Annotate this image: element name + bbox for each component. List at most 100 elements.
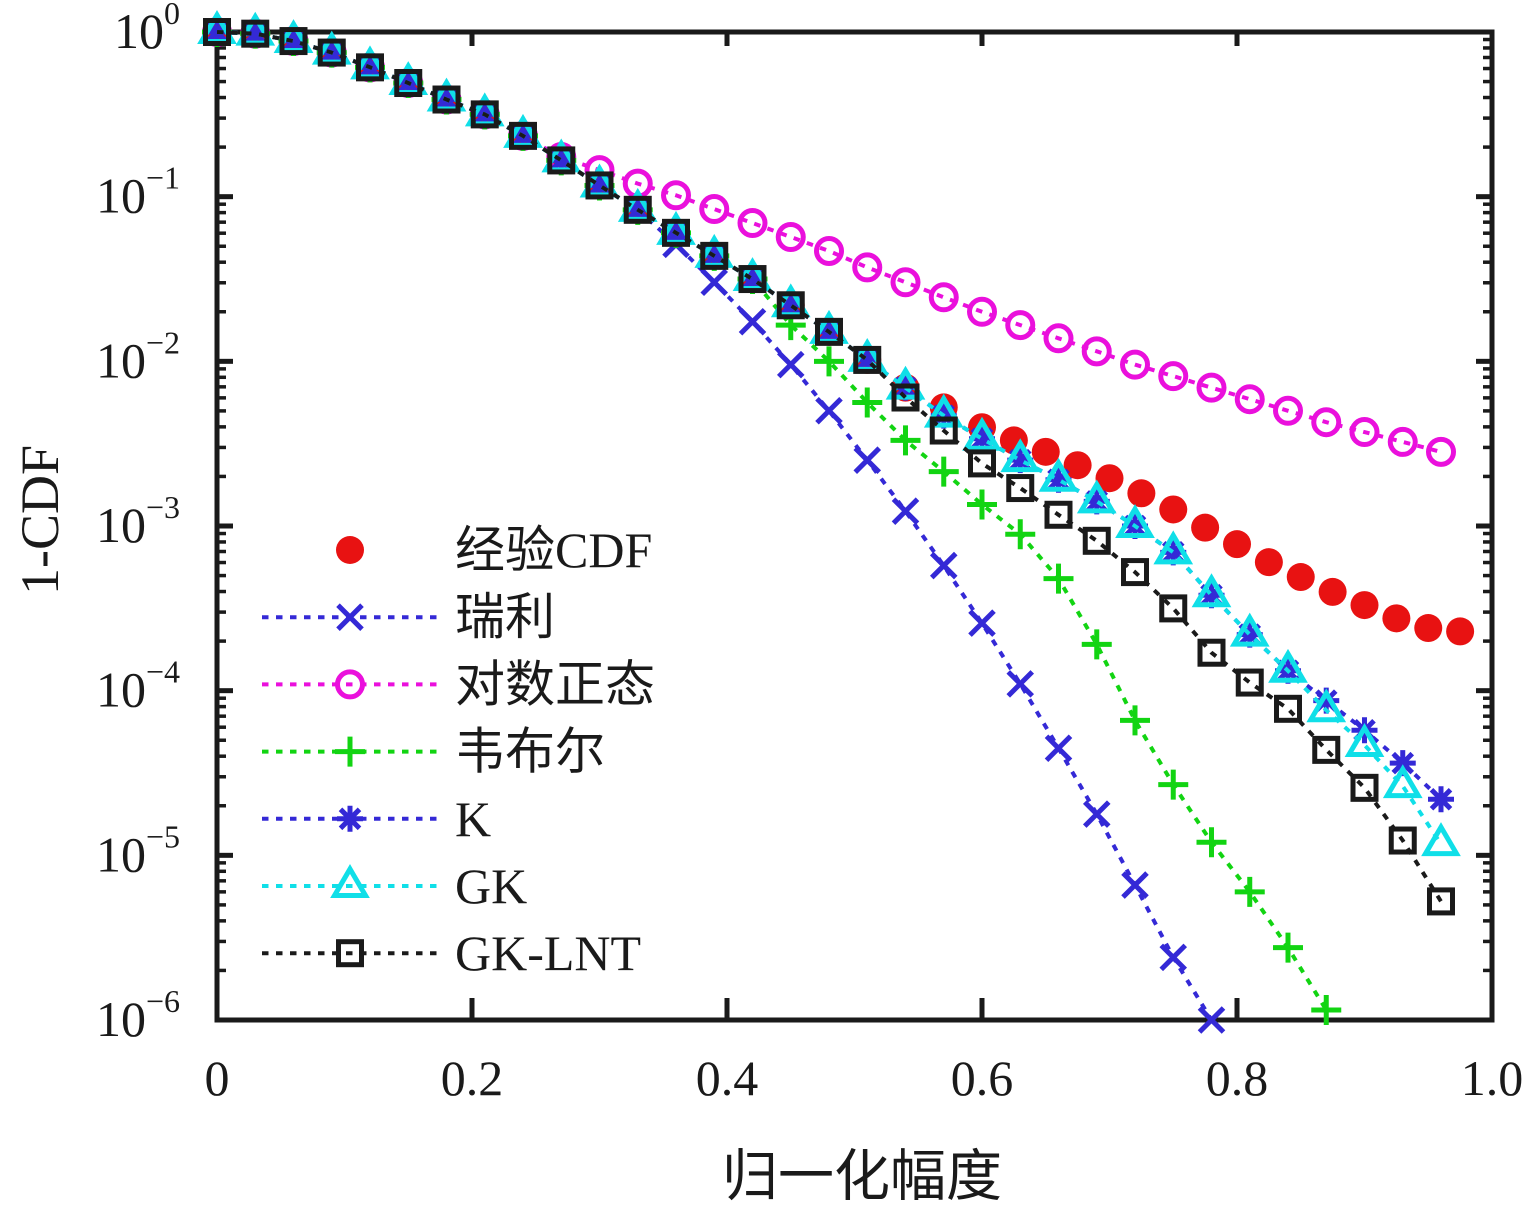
marker-x xyxy=(1082,800,1111,828)
x-tick-label: 1.0 xyxy=(1461,1050,1524,1106)
x-axis-ticks: 0 0.2 0.4 0.6 0.8 1.0 xyxy=(205,32,1524,1106)
series-lognormal xyxy=(202,17,1456,467)
y-tick-label: 10−3 xyxy=(96,489,180,553)
marker-asterisk xyxy=(1045,466,1072,493)
marker-open-square xyxy=(1350,773,1379,802)
marker-open-circle xyxy=(967,296,997,327)
marker-open-square xyxy=(662,218,690,247)
y-tick-label: 10−1 xyxy=(96,160,180,224)
marker-asterisk xyxy=(739,266,766,293)
marker-open-square xyxy=(547,146,576,175)
marker-open-square xyxy=(203,18,231,46)
marker-open-square xyxy=(1121,558,1149,587)
series-line-gk xyxy=(216,30,1443,846)
series-gk-lnt xyxy=(203,18,1455,916)
legend-item-gk-lnt: GK-LNT xyxy=(262,925,641,981)
y-tick-label: 10−6 xyxy=(96,983,180,1047)
marker-filled-circle xyxy=(1095,464,1124,493)
marker-open-triangle xyxy=(1306,688,1347,723)
marker-open-circle xyxy=(1426,436,1456,467)
marker-plus xyxy=(852,387,883,418)
marker-open-square xyxy=(853,345,882,374)
y-axis-title: 1-CDF xyxy=(10,444,70,596)
plot-border xyxy=(214,29,1495,1023)
marker-x xyxy=(1121,871,1149,899)
marker-filled-circle xyxy=(1223,530,1251,559)
legend-label-weibull: 韦布尔 xyxy=(455,724,605,780)
marker-x xyxy=(853,446,882,474)
marker-plus xyxy=(335,736,365,767)
marker-x xyxy=(929,551,958,580)
marker-filled-circle xyxy=(1063,451,1092,480)
marker-plus xyxy=(1311,995,1342,1026)
marker-asterisk xyxy=(1007,447,1034,474)
marker-plus xyxy=(890,425,921,456)
marker-open-square xyxy=(1235,668,1264,697)
legend-label-rayleigh: 瑞利 xyxy=(455,589,555,645)
marker-open-circle xyxy=(1311,407,1342,438)
marker-open-square xyxy=(1388,826,1417,855)
marker-filled-circle xyxy=(1286,563,1315,592)
marker-open-square xyxy=(968,449,996,478)
marker-open-square xyxy=(317,38,346,67)
legend-item-weibull: 韦布尔 xyxy=(262,724,605,780)
marker-open-circle xyxy=(890,267,921,298)
legend-item-rayleigh: 瑞利 xyxy=(262,589,555,645)
marker-open-square xyxy=(1082,526,1111,555)
marker-open-circle xyxy=(775,221,806,252)
marker-open-circle xyxy=(1196,372,1227,403)
marker-plus xyxy=(1043,563,1074,594)
y-tick-label: 10−5 xyxy=(96,818,180,882)
marker-open-circle xyxy=(1234,384,1265,415)
marker-plus xyxy=(1158,769,1189,800)
marker-asterisk xyxy=(586,172,613,199)
marker-x xyxy=(968,609,996,637)
x-tick-label: 0.6 xyxy=(951,1050,1014,1106)
marker-plus xyxy=(1196,827,1227,858)
marker-open-circle xyxy=(737,207,768,238)
legend-label-empirical-cdf: 经验CDF xyxy=(455,522,652,578)
marker-filled-circle xyxy=(336,536,364,564)
marker-asterisk xyxy=(1428,786,1454,813)
marker-open-triangle xyxy=(1191,573,1232,608)
series-line-weibull xyxy=(216,30,1329,1012)
marker-filled-circle xyxy=(1350,591,1379,620)
series-line-k-distribution xyxy=(216,30,1443,801)
marker-open-square xyxy=(241,19,270,48)
marker-filled-circle xyxy=(1254,548,1283,577)
series-k-distribution xyxy=(204,19,1454,813)
marker-plus xyxy=(1273,932,1303,963)
marker-open-square xyxy=(509,121,537,150)
marker-plus xyxy=(814,346,844,377)
marker-open-triangle xyxy=(1421,822,1461,857)
marker-open-square xyxy=(929,416,958,445)
marker-open-circle xyxy=(1043,323,1074,354)
y-tick-label: 10−4 xyxy=(96,654,180,718)
x-tick-label: 0.4 xyxy=(696,1050,759,1106)
marker-open-circle xyxy=(1158,361,1189,392)
marker-x xyxy=(700,268,729,297)
marker-open-triangle xyxy=(1268,648,1308,683)
marker-open-circle xyxy=(852,252,883,283)
legend-label-gk-lnt: GK-LNT xyxy=(455,925,641,981)
marker-open-circle xyxy=(699,194,730,225)
marker-open-circle xyxy=(814,235,844,266)
series-gk xyxy=(197,10,1461,857)
marker-open-circle xyxy=(1120,349,1150,380)
marker-open-square xyxy=(1197,638,1226,667)
marker-open-circle xyxy=(1387,426,1418,457)
marker-open-square xyxy=(1427,887,1455,916)
marker-open-square xyxy=(356,53,384,82)
marker-open-square xyxy=(394,69,423,98)
marker-asterisk xyxy=(337,805,363,832)
marker-open-square xyxy=(279,27,308,56)
marker-open-square xyxy=(1044,500,1073,529)
marker-x xyxy=(776,350,805,379)
marker-open-square xyxy=(585,171,614,200)
marker-x xyxy=(1044,734,1073,763)
marker-open-circle xyxy=(335,669,365,700)
marker-asterisk xyxy=(969,425,995,452)
marker-asterisk xyxy=(548,147,575,174)
